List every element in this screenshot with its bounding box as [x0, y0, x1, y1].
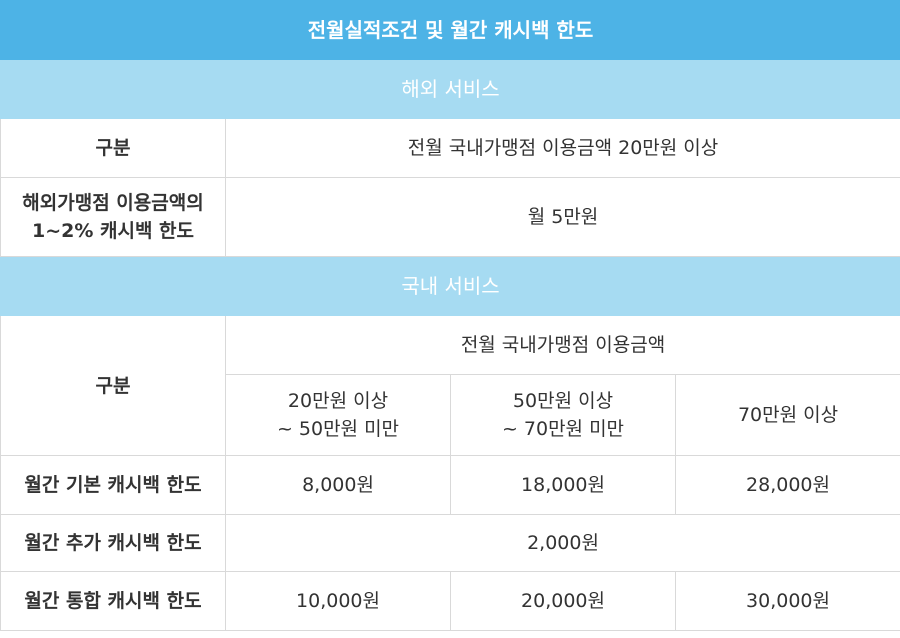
total-limit-tier-3: 30,000원 [674, 571, 900, 631]
table-title: 전월실적조건 및 월간 캐시백 한도 [0, 0, 900, 60]
basic-limit-tier-1: 8,000원 [225, 455, 451, 515]
overseas-header-label: 구분 [0, 118, 226, 178]
extra-limit-value: 2,000원 [224, 514, 900, 572]
tier-3-header: 70만원 이상 [674, 374, 900, 456]
overseas-row-label-line1: 해외가맹점 이용금액의 [22, 192, 204, 214]
domestic-section-title: 국내 서비스 [0, 256, 900, 316]
basic-limit-tier-2: 18,000원 [450, 455, 676, 515]
tier-2-line2: ~ 70만원 미만 [501, 418, 625, 440]
overseas-row-label-line2: 1~2% 캐시백 한도 [31, 220, 195, 242]
overseas-row-value: 월 5만원 [224, 177, 900, 257]
domestic-header-label: 구분 [0, 315, 226, 456]
tier-2-header: 50만원 이상 ~ 70만원 미만 [450, 374, 676, 456]
overseas-header-value: 전월 국내가맹점 이용금액 20만원 이상 [224, 118, 900, 178]
tier-2-line1: 50만원 이상 [512, 390, 614, 412]
tier-1-header: 20만원 이상 ~ 50만원 미만 [225, 374, 451, 456]
overseas-section-title: 해외 서비스 [0, 59, 900, 119]
basic-limit-label: 월간 기본 캐시백 한도 [0, 455, 226, 515]
basic-limit-tier-3: 28,000원 [674, 455, 900, 515]
domestic-header-group: 전월 국내가맹점 이용금액 [224, 315, 900, 375]
total-limit-tier-1: 10,000원 [225, 571, 451, 631]
tier-1-line2: ~ 50만원 미만 [276, 418, 400, 440]
total-limit-label: 월간 통합 캐시백 한도 [0, 571, 226, 631]
extra-limit-label: 월간 추가 캐시백 한도 [0, 514, 226, 572]
tier-1-line1: 20만원 이상 [287, 390, 389, 412]
total-limit-tier-2: 20,000원 [450, 571, 676, 631]
overseas-row-label: 해외가맹점 이용금액의 1~2% 캐시백 한도 [0, 177, 226, 257]
